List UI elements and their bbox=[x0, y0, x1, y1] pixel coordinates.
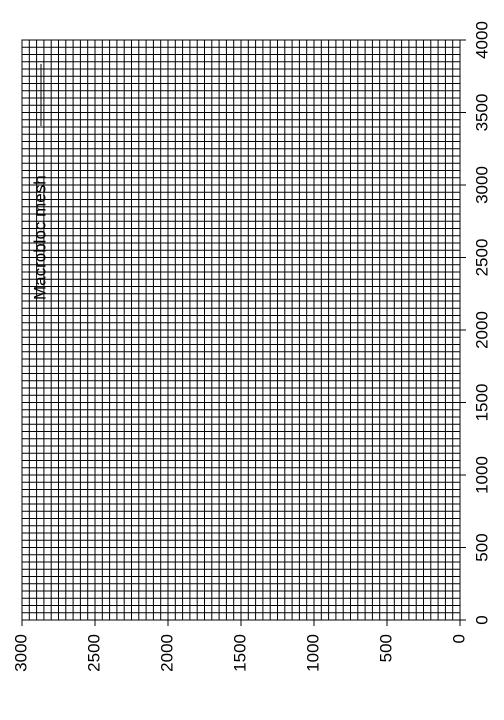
x-tick-label: 2000 bbox=[472, 311, 491, 349]
x-tick-label: 1000 bbox=[472, 456, 491, 494]
x-tick-label: 500 bbox=[472, 533, 491, 561]
x-tick-label: 3500 bbox=[472, 94, 491, 132]
x-tick-label: 2500 bbox=[472, 239, 491, 277]
x-tick-label: 4000 bbox=[472, 21, 491, 59]
y-tick-label: 500 bbox=[376, 634, 395, 662]
y-tick-label: 2000 bbox=[157, 634, 176, 672]
y-tick-label: 1500 bbox=[230, 634, 249, 672]
y-tick-label: 1000 bbox=[303, 634, 322, 672]
y-tick-label: 3000 bbox=[11, 634, 30, 672]
legend-label: Macrobloc mesh bbox=[30, 175, 49, 300]
y-tick-label: 2500 bbox=[84, 634, 103, 672]
x-tick-label: 1500 bbox=[472, 384, 491, 422]
x-tick-label: 3000 bbox=[472, 166, 491, 204]
y-tick-label: 0 bbox=[449, 634, 468, 643]
x-tick-label: 0 bbox=[472, 615, 491, 624]
